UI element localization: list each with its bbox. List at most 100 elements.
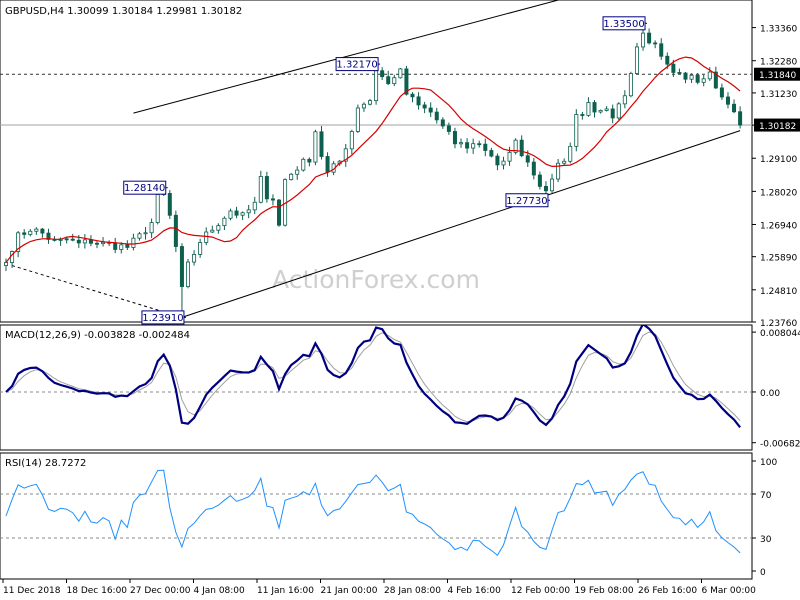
candle <box>519 135 524 158</box>
candle <box>610 104 615 124</box>
candle <box>301 157 306 172</box>
candle <box>738 106 743 129</box>
candle <box>677 68 682 75</box>
rsi-panel-frame <box>0 452 753 580</box>
price-annotation-label: 1.28140 <box>124 183 165 194</box>
candle <box>653 40 658 49</box>
candle <box>647 28 652 45</box>
candle <box>386 70 391 85</box>
price-tick-label: 1.24810 <box>760 287 797 297</box>
price-axis: 1.333601.322801.312301.301801.291001.280… <box>752 25 800 329</box>
price-tick-label: 1.31230 <box>760 90 797 100</box>
candle <box>264 171 269 203</box>
candle <box>568 142 573 164</box>
price-annotation-label: 1.33500 <box>603 19 644 30</box>
candle <box>604 106 609 112</box>
price-tick-label: 1.28020 <box>760 188 797 198</box>
candle <box>4 258 9 272</box>
candle <box>459 138 464 148</box>
candle <box>380 67 385 80</box>
candle <box>228 208 233 221</box>
moving-average-line <box>5 56 741 263</box>
candle <box>683 71 688 84</box>
candle <box>270 194 275 206</box>
rsi-lines <box>0 469 752 557</box>
candle <box>234 206 239 219</box>
candle <box>574 109 579 152</box>
candle <box>446 122 451 135</box>
candle <box>240 211 245 220</box>
moving-average <box>5 56 741 263</box>
candle <box>125 240 130 251</box>
candle <box>82 234 87 249</box>
candle <box>592 100 597 118</box>
candle <box>307 157 312 167</box>
price-annotation: 1.28140 <box>123 180 168 195</box>
candle <box>343 143 348 167</box>
price-tick-label: 1.23760 <box>760 319 797 329</box>
macd-panel: MACD(12,26,9) -0.003828 -0.002484 <box>0 324 753 451</box>
candle <box>392 74 397 87</box>
macd-lines <box>0 325 752 428</box>
candle <box>246 204 251 219</box>
candle <box>179 243 184 318</box>
candle <box>428 102 433 117</box>
candle <box>34 227 39 235</box>
candle <box>295 166 300 180</box>
time-tick-label: 12 Feb 00:00 <box>511 586 570 596</box>
candle <box>556 158 561 183</box>
candle <box>28 229 33 237</box>
candle <box>513 138 518 155</box>
candle <box>319 125 324 160</box>
price-tick-label: 1.33360 <box>760 25 797 35</box>
time-tick-label: 27 Dec 00:00 <box>130 586 191 596</box>
time-tick-label: 11 Jan 16:00 <box>257 586 314 596</box>
macd-label: MACD(12,26,9) -0.003828 -0.002484 <box>5 330 190 341</box>
price-annotation-label: 1.27730 <box>506 196 547 207</box>
candle <box>313 129 318 166</box>
candle <box>586 97 591 117</box>
candle <box>289 172 294 181</box>
rsi-label: RSI(14) 28.7272 <box>5 458 86 469</box>
candle <box>361 102 366 112</box>
candle <box>732 99 737 114</box>
price-annotation: 1.33500 <box>602 16 648 31</box>
candle <box>507 146 512 166</box>
candle <box>550 173 555 194</box>
candle <box>355 104 360 133</box>
candle <box>40 227 45 238</box>
price-tick-label: 1.29100 <box>760 155 797 165</box>
candle <box>580 111 585 120</box>
candle <box>149 218 154 238</box>
watermark: ActionForex.com <box>272 265 480 294</box>
last-price-tag: 1.30182 <box>759 122 796 132</box>
time-tick-label: 26 Feb 16:00 <box>638 586 697 596</box>
rsi-tick-label: 100 <box>760 458 777 468</box>
candle <box>277 198 282 227</box>
price-panel: ActionForex.com 1.33500 1.32170 1.28140 1.2… <box>0 0 753 325</box>
candle <box>434 107 439 124</box>
rsi-axis: 100 70 30 0 <box>752 458 777 578</box>
candle <box>143 227 148 240</box>
candle <box>598 109 603 114</box>
macd-panel-frame <box>0 324 753 451</box>
channel-lower-line <box>181 130 741 318</box>
time-tick-label: 11 Dec 2018 <box>3 586 61 596</box>
time-tick-label: 18 Dec 16:00 <box>67 586 128 596</box>
rsi-line <box>5 469 741 557</box>
rsi-tick-label: 0 <box>760 568 766 578</box>
candle <box>537 171 542 190</box>
candle <box>22 229 27 239</box>
ref-level-tag: 1.31840 <box>759 71 796 81</box>
candle <box>622 90 627 109</box>
candle <box>452 127 457 149</box>
candle <box>634 42 639 75</box>
candle <box>659 38 664 60</box>
candle <box>440 117 445 129</box>
price-tick-label: 1.26940 <box>760 221 797 231</box>
candle <box>167 190 172 219</box>
candle <box>258 170 263 204</box>
candle <box>131 233 136 251</box>
candle <box>531 158 536 180</box>
time-tick-label: 21 Jan 00:00 <box>321 586 378 596</box>
